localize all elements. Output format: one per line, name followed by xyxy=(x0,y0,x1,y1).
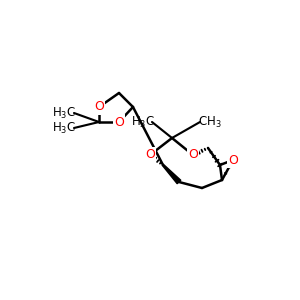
Text: $\mathregular{CH_3}$: $\mathregular{CH_3}$ xyxy=(198,114,222,130)
Text: $\mathregular{H_3C}$: $\mathregular{H_3C}$ xyxy=(52,105,76,121)
Polygon shape xyxy=(163,164,181,184)
Text: O: O xyxy=(114,116,124,128)
Text: O: O xyxy=(145,148,155,161)
Text: $\mathregular{H_3C}$: $\mathregular{H_3C}$ xyxy=(131,114,155,130)
Text: O: O xyxy=(188,148,198,161)
Text: O: O xyxy=(94,100,104,113)
Text: O: O xyxy=(228,154,238,166)
Text: $\mathregular{H_3C}$: $\mathregular{H_3C}$ xyxy=(52,120,76,136)
